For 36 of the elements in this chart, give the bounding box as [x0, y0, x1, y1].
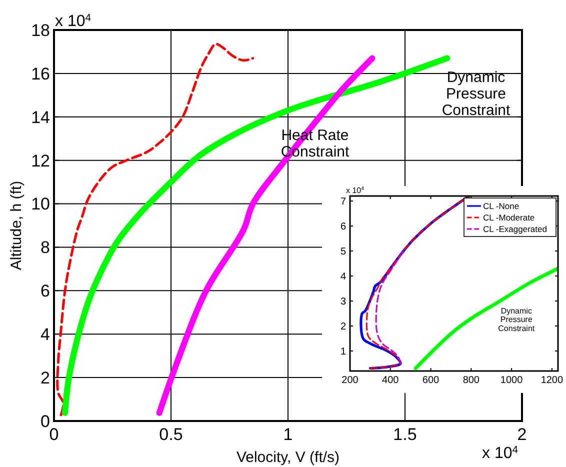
x-axis-title: Velocity, V (ft/s)	[236, 448, 340, 466]
y-tick-label: 10	[31, 194, 50, 214]
y-axis-title: Altitude, h (ft)	[8, 180, 25, 270]
y-tick-label: 0	[40, 412, 50, 431]
annotation: x 10$^{4}$	[346, 186, 364, 195]
text: x 10$^{4}$	[55, 12, 92, 30]
y-tick-label: 3	[340, 296, 346, 308]
x-tick-label: 600	[422, 375, 440, 386]
y-tick-label: 12	[31, 151, 50, 170]
x-tick-label: 200	[342, 375, 359, 386]
x-tick-label: 1.5	[393, 425, 417, 444]
x-tick-label: 400	[382, 375, 400, 386]
x-tick-label: 0.5	[159, 425, 183, 444]
y-tick-label: 7	[340, 196, 346, 208]
y-tick-label: 5	[340, 246, 346, 258]
y-tick-label: 4	[40, 325, 50, 344]
legend-label: CL -Moderate	[483, 212, 535, 222]
annotation: Dynamic Pressure Constraint	[442, 69, 512, 119]
x-tick-label: 1000	[500, 375, 524, 386]
y-tick-label: 18	[31, 20, 50, 40]
y-tick-label: 8	[40, 238, 50, 258]
legend-label: CL -None	[483, 201, 520, 211]
legend-label: CL -Exaggerated	[483, 224, 548, 234]
x-tick-label: 800	[462, 375, 480, 386]
y-tick-label: 1	[340, 346, 346, 358]
y-tick-label: 2	[340, 322, 346, 332]
x-tick-label: 1	[283, 425, 293, 444]
y-tick-label: 4	[340, 272, 346, 282]
text: x 10$^{4}$	[482, 444, 518, 462]
y-tick-label: 6	[40, 282, 50, 301]
x-tick-label: 2	[517, 425, 527, 444]
y-tick-label: 16	[31, 64, 50, 84]
x-tick-label: 1200	[540, 375, 564, 386]
annotation: Dynamic Pressure Constraint	[498, 306, 536, 333]
y-tick-label: 6	[340, 222, 346, 232]
y-tick-label: 14	[31, 108, 50, 127]
